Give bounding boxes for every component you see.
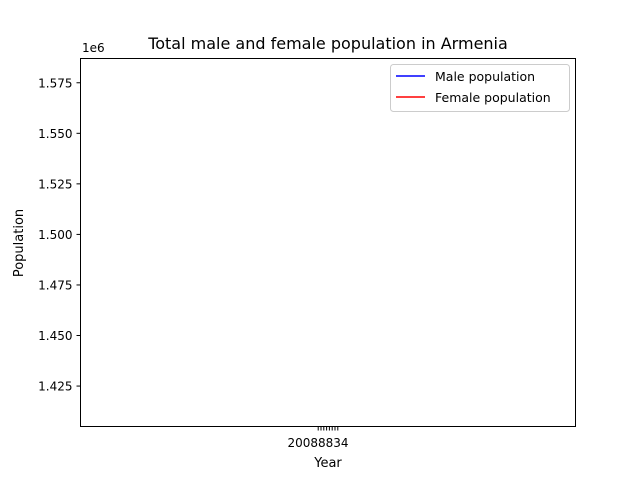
y-tick-label: 1.550 bbox=[38, 127, 72, 141]
y-tick-label: 1.475 bbox=[38, 278, 72, 292]
legend-box bbox=[390, 64, 570, 112]
legend-label-male: Male population bbox=[435, 69, 535, 84]
chart-title: Total male and female population in Arme… bbox=[147, 34, 508, 53]
x-axis-label: Year bbox=[313, 456, 342, 471]
y-axis-label: Population bbox=[12, 209, 27, 277]
y-tick-label: 1.450 bbox=[38, 329, 72, 343]
x-axis-ticks bbox=[317, 426, 339, 431]
y-axis-ticks: 1.425 1.450 1.475 1.500 1.525 1.550 1.575 bbox=[38, 76, 81, 394]
y-tick-label: 1.575 bbox=[38, 76, 72, 90]
y-tick-label: 1.500 bbox=[38, 228, 72, 242]
y-tick-label: 1.425 bbox=[38, 380, 72, 394]
x-tick-labels-overlapping: 20088834 bbox=[287, 436, 348, 450]
y-tick-label: 1.525 bbox=[38, 177, 72, 191]
plot-area-frame bbox=[80, 58, 576, 427]
legend: Male population Female population bbox=[390, 64, 570, 112]
y-axis-offset-text: 1e6 bbox=[82, 41, 105, 55]
legend-label-female: Female population bbox=[435, 90, 551, 105]
